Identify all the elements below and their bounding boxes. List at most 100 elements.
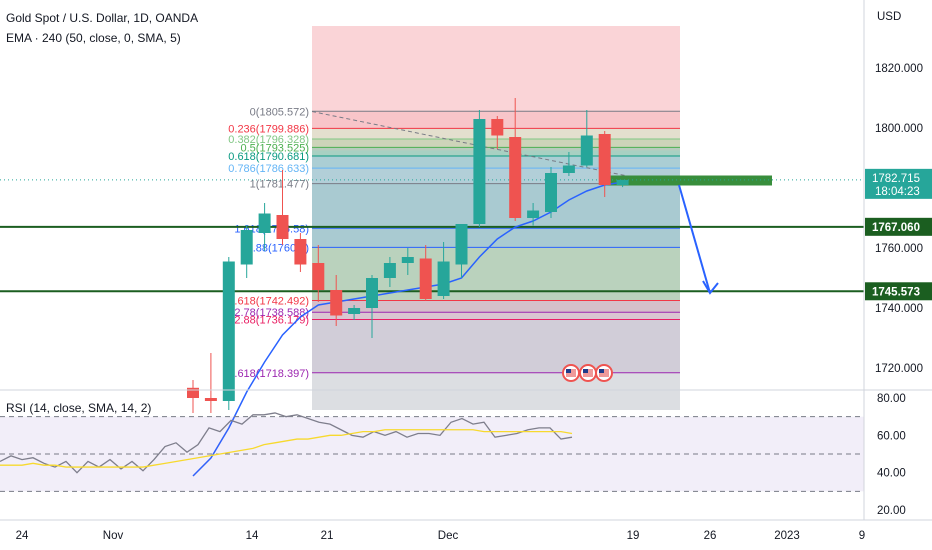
- target-zone-bar: [603, 175, 772, 186]
- candle-body-16: [473, 119, 486, 224]
- candle-4: [258, 203, 271, 251]
- us-flag-canton-0: [566, 369, 571, 373]
- candle-body-24: [616, 179, 629, 185]
- candle-body-22: [580, 135, 593, 166]
- rsi-layer: [0, 389, 932, 492]
- candle-11: [383, 257, 396, 287]
- candle-body-14: [437, 261, 450, 296]
- candle-18: [509, 98, 522, 221]
- candle-body-21: [562, 165, 575, 173]
- us-flag-event-icon-2: [595, 364, 613, 382]
- candle-10: [366, 275, 378, 338]
- drawing-layer: 0(1805.572) 0.236(1799.886)0.382(1796.328…: [0, 106, 864, 380]
- time-tick-5: 19: [627, 530, 640, 542]
- candle-20: [545, 167, 557, 218]
- fib-label-3: 0.5(1793.525): [241, 142, 310, 154]
- fib-band-2: [312, 139, 680, 148]
- rsi-tick-2: 40.00: [877, 468, 906, 480]
- rsi-legend: RSI (14, close, SMA, 14, 2): [6, 401, 152, 415]
- candle-8: [330, 275, 343, 326]
- time-tick-7: 2023: [774, 530, 800, 542]
- candle-15: [455, 224, 468, 278]
- level-badge-label-1: 1745.573: [872, 286, 920, 298]
- candle-body-18: [509, 137, 522, 218]
- candle-23: [598, 131, 611, 197]
- candle-body-20: [545, 173, 557, 212]
- time-tick-1: Nov: [103, 530, 124, 542]
- candle-13: [419, 245, 432, 301]
- ema-legend: EMA · 240 (50, close, 0, SMA, 5): [6, 31, 181, 45]
- candle-1: [204, 353, 217, 413]
- fib-label-10: 2.78(1738.588): [234, 307, 309, 319]
- candle-body-19: [527, 210, 540, 218]
- symbol-title: Gold Spot / U.S. Dollar, 1D, OANDA: [6, 11, 199, 25]
- fib-label-1: 0.236(1799.886): [228, 123, 309, 135]
- level-badge-0: [865, 217, 932, 236]
- projection-arrow-head: [702, 280, 719, 295]
- price-tick-3: 1760.000: [875, 243, 923, 255]
- fib-band-3: [312, 147, 680, 156]
- price-tick-0: 1820.000: [875, 63, 923, 75]
- fib-trend-line: [311, 111, 665, 184]
- time-tick-8: 9: [859, 530, 865, 542]
- candle-body-2: [222, 261, 235, 401]
- candle-16: [473, 110, 486, 227]
- candle-body-7: [312, 263, 325, 290]
- candle-0: [187, 380, 199, 413]
- candle-3: [240, 225, 253, 278]
- fib-band-4: [312, 155, 680, 169]
- candle-17: [491, 116, 504, 149]
- fib-band-11: [312, 319, 680, 373]
- candle-7: [312, 245, 325, 302]
- candle-body-12: [401, 257, 414, 263]
- candle-21: [562, 152, 575, 176]
- rsi-line: [0, 412, 573, 474]
- fib-band-7: [312, 228, 680, 248]
- candle-body-4: [258, 213, 271, 233]
- candle-body-0: [187, 387, 199, 398]
- level-badge-label-0: 1767.060: [872, 222, 920, 234]
- rsi-tick-0: 80.00: [877, 393, 906, 405]
- time-tick-6: 26: [704, 530, 717, 542]
- candle-22: [580, 110, 593, 167]
- last-price-label: 1782.715: [872, 173, 920, 185]
- last-price-countdown: 18:04:23: [875, 186, 920, 198]
- candle-2: [222, 257, 235, 410]
- candle-body-1: [204, 398, 217, 401]
- price-axis-currency: USD: [877, 11, 901, 23]
- candle-body-9: [348, 308, 361, 314]
- candle-body-15: [455, 224, 468, 265]
- candle-body-8: [330, 290, 343, 316]
- candle-5: [276, 170, 289, 245]
- time-tick-2: 14: [246, 530, 259, 542]
- candle-6: [294, 233, 307, 272]
- price-tick-5: 1720.000: [875, 363, 923, 375]
- candle-body-6: [294, 239, 307, 265]
- time-tick-3: 21: [321, 530, 334, 542]
- us-flag-canton-2: [599, 369, 604, 373]
- candle-body-23: [598, 134, 611, 185]
- fib-band-10: [312, 312, 680, 320]
- candle-body-5: [276, 215, 289, 239]
- rsi-ma-line: [0, 429, 573, 468]
- rsi-tick-1: 60.00: [877, 430, 906, 442]
- candle-19: [527, 203, 540, 226]
- fib-label-8: 1.88(1760.2): [247, 242, 309, 254]
- candle-12: [401, 248, 414, 275]
- candle-body-13: [419, 258, 432, 299]
- fib-label-5: 0.786(1786.633): [228, 163, 309, 175]
- candle-body-11: [383, 263, 396, 278]
- background-layer: [312, 26, 680, 410]
- us-flag-event-icon-1: [579, 364, 597, 382]
- last-price-badge: [865, 168, 932, 199]
- candle-body-3: [240, 230, 253, 265]
- fib-band-6: [312, 183, 680, 229]
- fib-label-11: 2.88(1736.179): [234, 314, 309, 326]
- level-badge-1: [865, 282, 932, 301]
- price-tick-4: 1740.000: [875, 303, 923, 315]
- fib-label-4: 0.618(1790.681): [228, 151, 309, 163]
- fib-label-0: 0(1805.572): [250, 106, 309, 118]
- fib-label-12: 3.618(1718.397): [228, 368, 309, 380]
